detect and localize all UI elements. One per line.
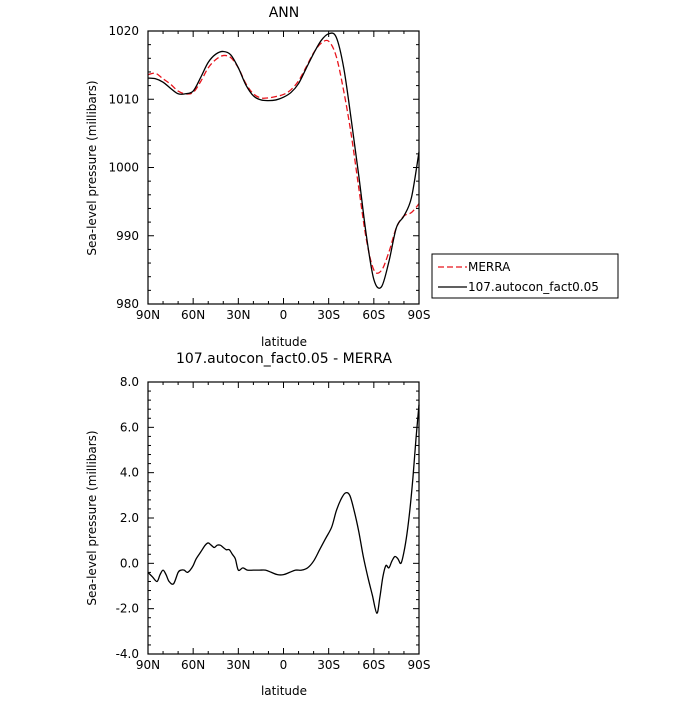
top-x-tick-label: 90S bbox=[408, 308, 431, 322]
top-x-tick-label: 30S bbox=[317, 308, 340, 322]
bottom-y-tick-label: 4.0 bbox=[120, 466, 139, 480]
legend-label-merra: MERRA bbox=[468, 260, 511, 274]
top-x-tick-label: 60S bbox=[362, 308, 385, 322]
top-y-tick-label: 980 bbox=[116, 297, 139, 311]
bottom-panel-x-axis-label: latitude bbox=[261, 684, 307, 698]
bottom-series-line-series-0 bbox=[147, 404, 420, 614]
bottom-panel-axes: 90N 60N 30N 0 30S 60S 90S -4.0 -2.0 0.0 2.0 4.0 6.0 8… bbox=[116, 375, 431, 672]
bottom-panel-y-axis-label: Sea-level pressure (millibars) bbox=[85, 430, 99, 605]
bottom-panel: 107.autocon_fact0.05 - MERRA Sea-level p… bbox=[85, 351, 430, 698]
top-x-tick-label: 90N bbox=[136, 308, 160, 322]
top-panel-axes: 90N 60N 30N 0 30S 60S 90S 980 990 1000 1010 1020 bbox=[108, 24, 430, 322]
top-y-tick-label: 1000 bbox=[108, 161, 139, 175]
top-y-tick-label: 1020 bbox=[108, 24, 139, 38]
top-x-tick-label: 60N bbox=[181, 308, 205, 322]
top-y-tick-label: 990 bbox=[116, 229, 139, 243]
bottom-y-tick-label: 6.0 bbox=[120, 420, 139, 434]
bottom-panel-frame bbox=[147, 381, 420, 655]
legend-box bbox=[431, 253, 619, 299]
bottom-x-tick-label: 60S bbox=[362, 658, 385, 672]
top-x-tick-label: 30N bbox=[226, 308, 250, 322]
top-panel-y-axis-label: Sea-level pressure (millibars) bbox=[85, 80, 99, 255]
bottom-x-tick-label: 30N bbox=[226, 658, 250, 672]
top-panel: ANN Sea-level pressure (millibars) latit… bbox=[85, 5, 430, 349]
bottom-x-tick-label: 90S bbox=[408, 658, 431, 672]
bottom-y-tick-label: 8.0 bbox=[120, 375, 139, 389]
top-series-line-merra bbox=[147, 39, 420, 274]
bottom-x-tick-label: 60N bbox=[181, 658, 205, 672]
bottom-x-tick-label: 90N bbox=[136, 658, 160, 672]
bottom-y-tick-label: 0.0 bbox=[120, 556, 139, 570]
bottom-y-tick-label: 2.0 bbox=[120, 511, 139, 525]
legend-label-model: 107.autocon_fact0.05 bbox=[468, 280, 599, 294]
top-series-line-107-autocon-fact0-05 bbox=[147, 32, 420, 289]
bottom-panel-title: 107.autocon_fact0.05 - MERRA bbox=[176, 351, 392, 367]
bottom-x-tick-label: 0 bbox=[280, 658, 288, 672]
top-x-tick-label: 0 bbox=[280, 308, 288, 322]
bottom-y-tick-label: -2.0 bbox=[116, 602, 139, 616]
top-panel-frame bbox=[147, 30, 420, 305]
bottom-x-tick-label: 30S bbox=[317, 658, 340, 672]
bottom-y-tick-label: -4.0 bbox=[116, 647, 139, 661]
top-panel-title: ANN bbox=[269, 5, 300, 21]
top-panel-series bbox=[147, 32, 420, 289]
top-y-tick-label: 1010 bbox=[108, 92, 139, 106]
bottom-panel-series bbox=[147, 404, 420, 614]
legend: MERRA 107.autocon_fact0.05 bbox=[431, 253, 619, 299]
top-panel-x-axis-label: latitude bbox=[261, 335, 307, 349]
